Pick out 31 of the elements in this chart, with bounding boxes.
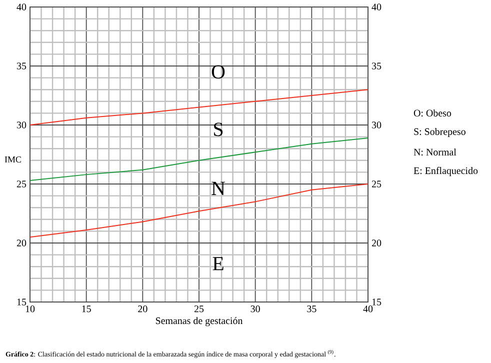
line-series [30, 184, 369, 238]
y2-tick-label: 40 [372, 4, 382, 10]
y2-tick-label: 35 [372, 62, 382, 70]
y-tick-label: 35 [17, 62, 26, 70]
x-tick-label: 40 [363, 306, 373, 312]
y-tick-label: 30 [17, 122, 26, 128]
y-tick-label: 20 [16, 240, 26, 246]
x-axis-title: Semanas de gestación [156, 317, 243, 326]
x-tick-label: 25 [194, 306, 204, 312]
x-tick-label: 35 [307, 306, 316, 312]
x-tick-label: 10 [26, 306, 35, 312]
y2-tick-label: 30 [372, 122, 382, 128]
text: N: Normal [414, 148, 456, 156]
text: O: Obeso [414, 109, 452, 117]
annotation: S [214, 122, 223, 136]
annotation: O [212, 65, 225, 79]
text: E: Enflaquecido [414, 166, 478, 176]
y-tick-label: 40 [16, 4, 26, 10]
y-tick-label: 15 [17, 298, 26, 306]
y2-tick-label: 25 [372, 180, 382, 188]
x-tick-label: 15 [82, 306, 91, 312]
y2-tick-label: 20 [372, 240, 382, 246]
y-axis-title: IMC [4, 156, 21, 163]
y2-tick-label: 15 [372, 298, 382, 306]
y-tick-label: 25 [16, 180, 26, 188]
x-tick-label: 20 [138, 306, 148, 312]
annotation: E [212, 257, 224, 270]
x-tick-label: 30 [250, 306, 260, 312]
line-series [30, 137, 369, 181]
text: S: Sobrepeso [414, 128, 466, 138]
annotation: N [212, 182, 226, 195]
